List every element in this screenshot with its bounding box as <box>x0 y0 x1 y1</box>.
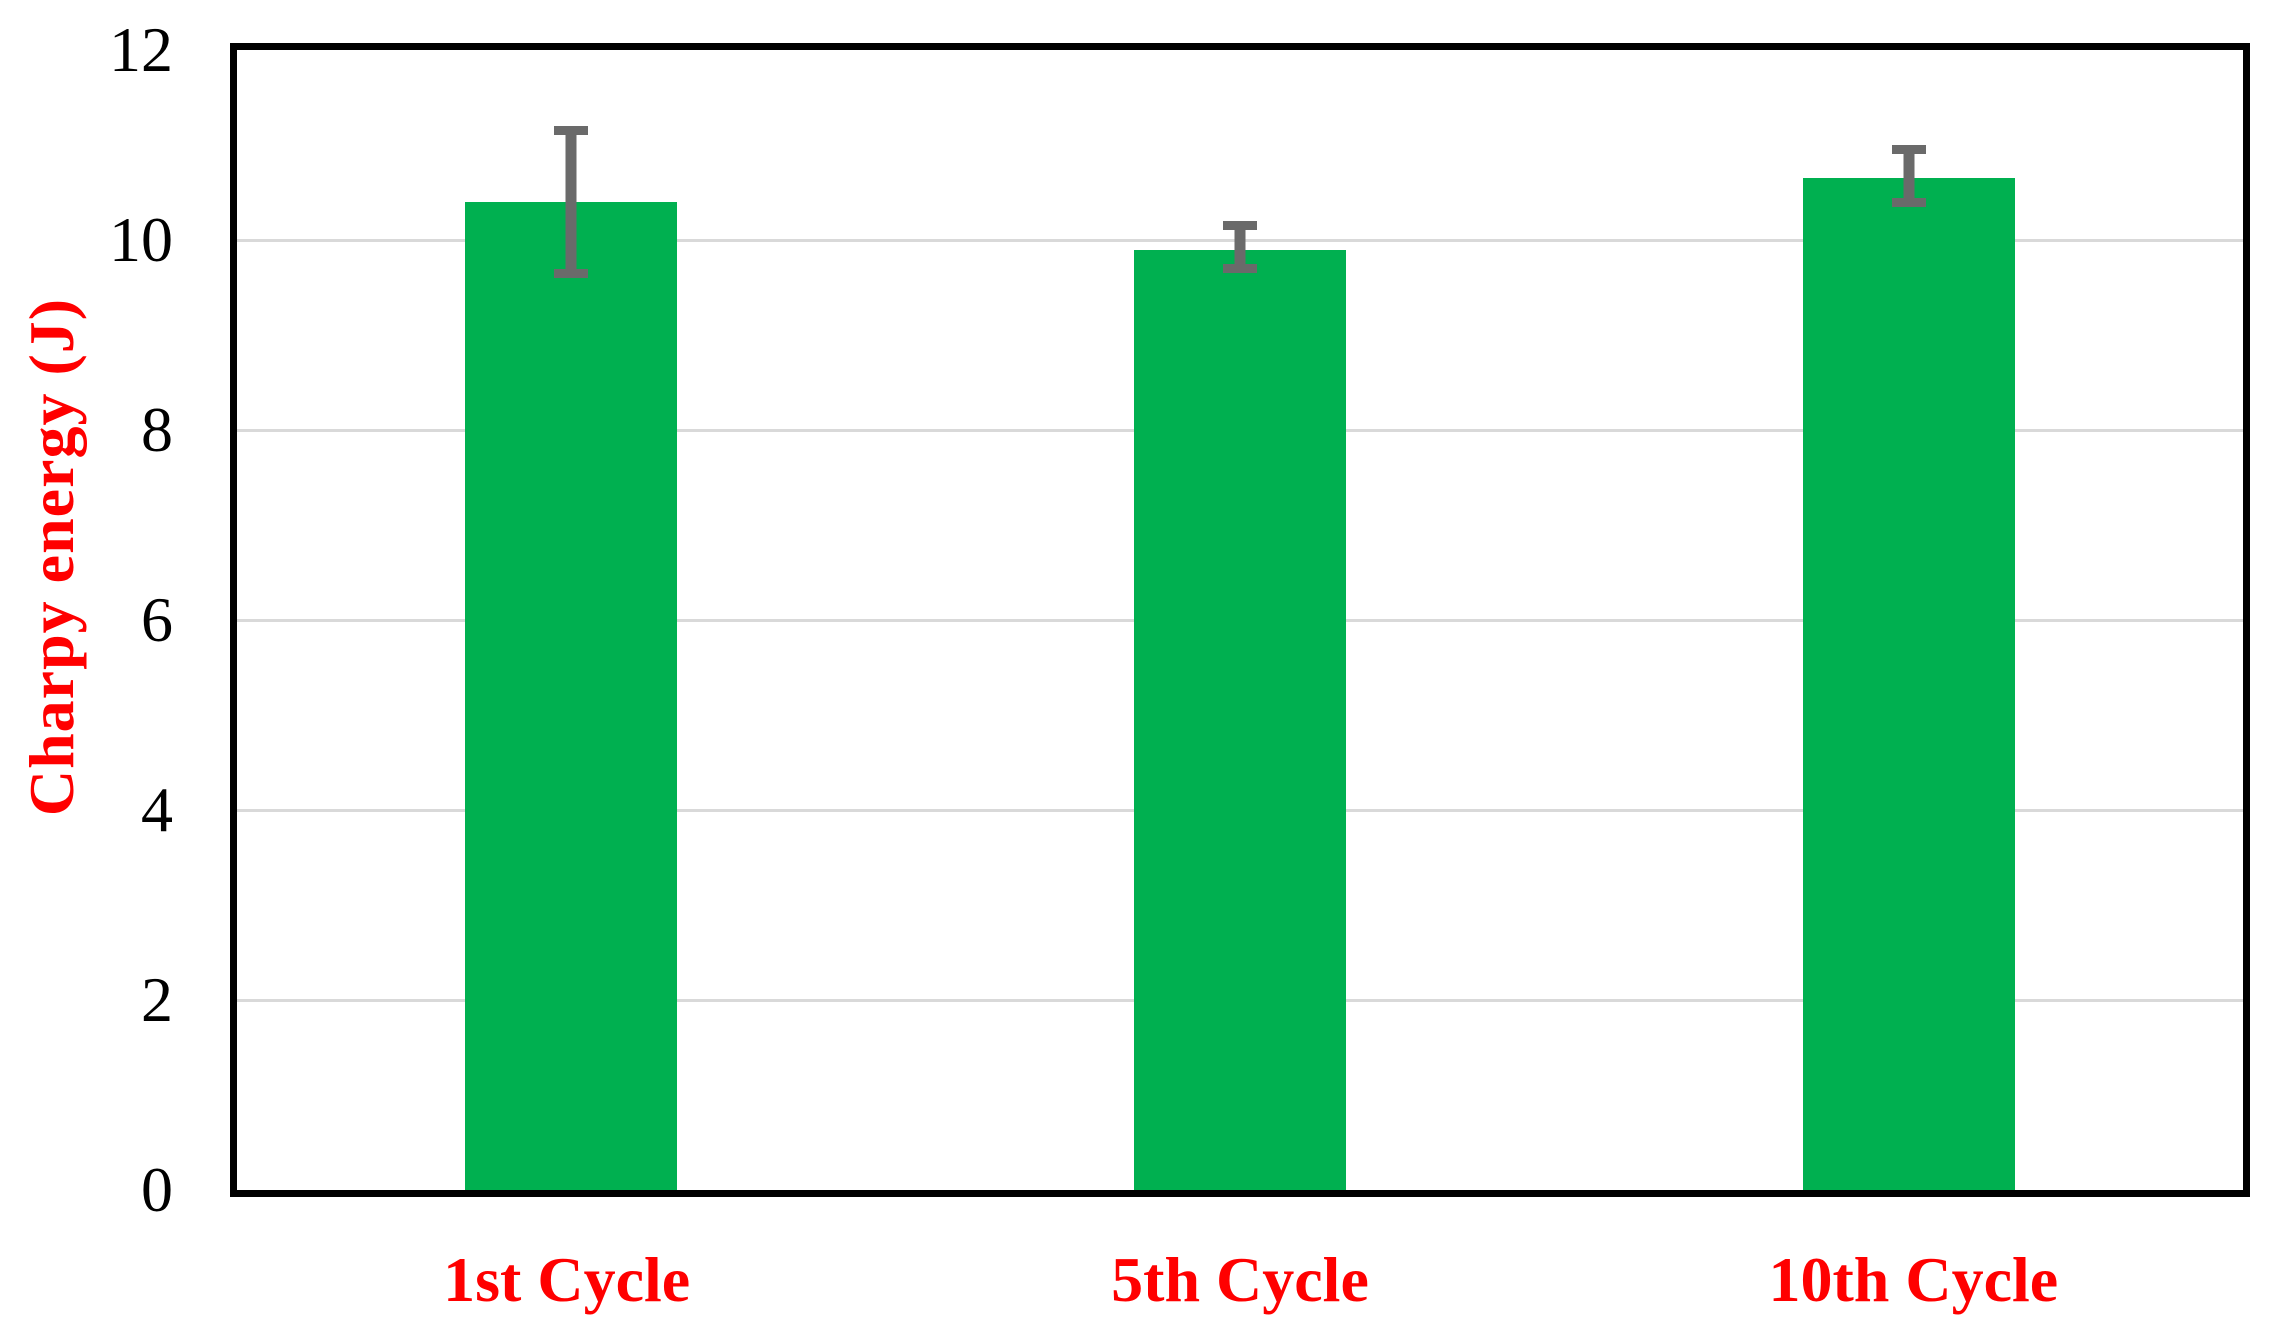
y-tick-label: 8 <box>141 394 173 465</box>
error-bar-bottom-cap <box>554 269 589 278</box>
y-tick-label: 12 <box>109 14 173 85</box>
x-axis-label: 10th Cycle <box>1768 1244 2059 1315</box>
error-bar-bottom-cap <box>1891 197 1926 207</box>
y-tick-label: 10 <box>109 204 173 275</box>
error-bar-top-cap <box>1891 145 1926 154</box>
y-tick-label: 0 <box>141 1154 173 1225</box>
y-tick-label: 4 <box>141 774 173 845</box>
error-bar-line <box>1903 145 1915 207</box>
x-axis-labels: 1st Cycle 5th Cycle 10th Cycle <box>230 1238 2250 1322</box>
y-tick-label: 2 <box>141 964 173 1035</box>
y-axis-title: Charpy energy (J) <box>16 297 87 817</box>
error-bar-top-cap <box>554 126 589 135</box>
x-axis-label: 5th Cycle <box>1111 1244 1369 1315</box>
y-tick-label: 6 <box>141 584 173 655</box>
error-bar-line <box>1234 221 1246 274</box>
error-bar-top-cap <box>1223 221 1257 230</box>
error-bar-line <box>565 126 577 278</box>
error-bar <box>554 126 589 278</box>
error-bar <box>1891 145 1926 207</box>
error-bar <box>1223 221 1257 274</box>
plot-area <box>230 43 2250 1197</box>
bar-5th-cycle <box>1134 249 1346 1190</box>
bar-10th-cycle <box>1802 178 2015 1190</box>
error-bar-bottom-cap <box>1223 264 1257 274</box>
bar-1st-cycle <box>465 202 678 1190</box>
x-axis-label: 1st Cycle <box>443 1244 691 1315</box>
